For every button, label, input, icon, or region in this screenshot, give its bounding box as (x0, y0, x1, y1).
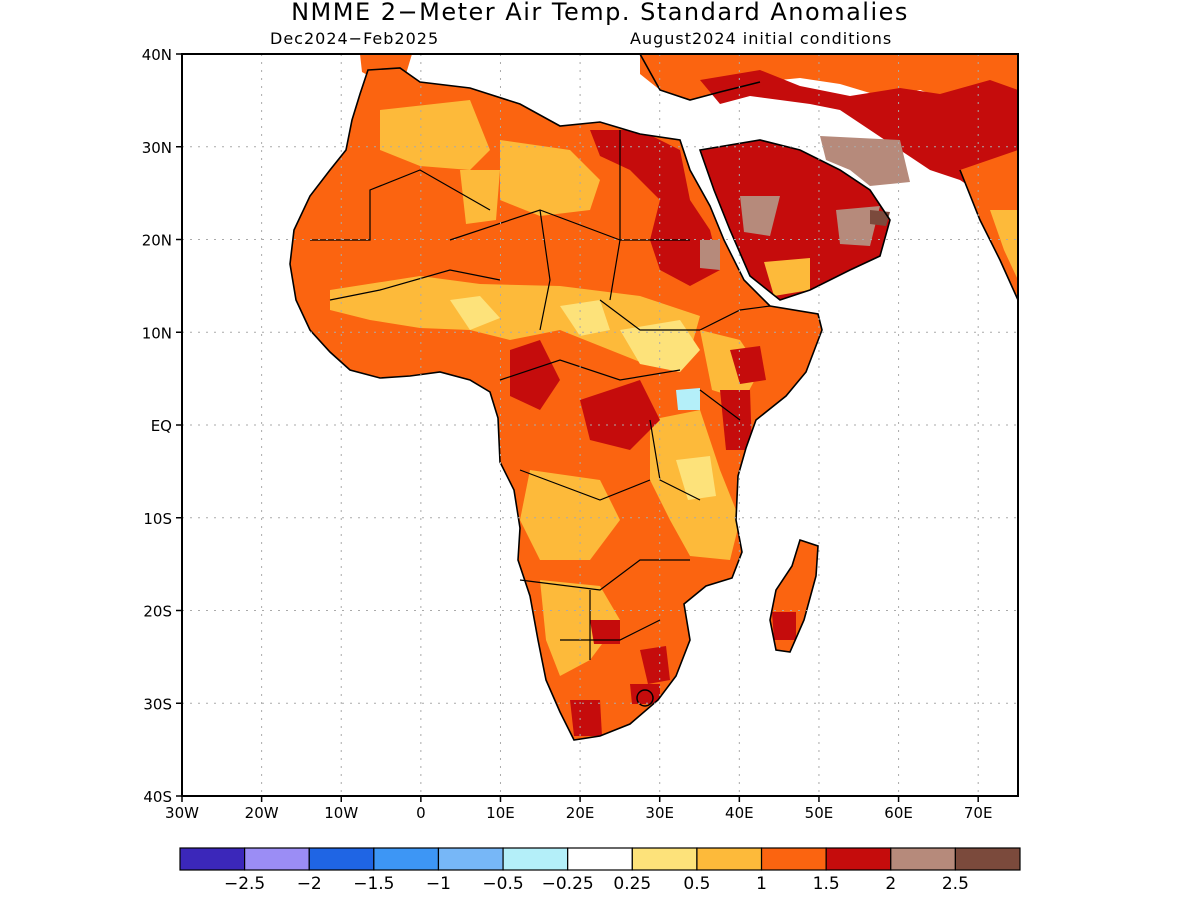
oman-brown-patch (836, 206, 880, 246)
colorbar-swatch (760, 847, 827, 871)
colorbar-label: 1.5 (813, 874, 840, 894)
x-tick-label: 70E (964, 804, 993, 822)
colorbar-label: 2 (885, 874, 896, 894)
y-tick-label: 10S (143, 510, 172, 528)
x-tick-label: 30E (645, 804, 674, 822)
colorbar-label: −2 (297, 874, 322, 894)
y-tick-label: 20N (142, 232, 172, 250)
red-sea-brown-patch (700, 240, 720, 270)
x-tick-label: 30W (165, 804, 199, 822)
lesotho-outline (636, 689, 654, 707)
colorbar: −2.5 −2 −1.5 −1 −0.5 −0.25 0.25 0.5 1 1.5 2 2.5 (179, 847, 1021, 894)
india-anomaly (960, 150, 1018, 300)
colorbar-label: −2.5 (224, 874, 265, 894)
colorbar-label: 2.5 (942, 874, 969, 894)
arabia-anomaly-red (700, 140, 890, 300)
gulf-brown-patch (820, 136, 910, 186)
x-tick-label: 20W (245, 804, 279, 822)
botswana-patch (590, 620, 620, 644)
gridlines (182, 54, 1018, 796)
colorbar-label: 0.5 (683, 874, 710, 894)
yemen-patch (764, 258, 810, 296)
x-tick-label: 10W (324, 804, 358, 822)
y-tick-label: 40S (143, 788, 172, 806)
namibia-patch (540, 580, 620, 676)
south-africa-patch-2 (630, 684, 660, 704)
india-light-patch (990, 210, 1018, 280)
country-borders (310, 130, 771, 660)
forecast-period: Dec2024−Feb2025 (270, 29, 440, 48)
sahara-patch-2 (500, 140, 600, 216)
middle-east-anomaly-red (700, 70, 1018, 200)
kenya-patch (720, 390, 752, 450)
tanzania-light-patch (676, 456, 716, 500)
y-tick-label: 20S (143, 603, 172, 621)
x-tick-label: 40E (725, 804, 754, 822)
y-tick-label: EQ (151, 417, 172, 435)
x-tick-label: 50E (805, 804, 834, 822)
colorbar-label: −0.5 (482, 874, 523, 894)
colorbar-label: 0.25 (613, 874, 651, 894)
colorbar-label: 1 (756, 874, 767, 894)
longitude-ticks: 30W 20W 10W 0 10E 20E 30E 40E 50E 60E 70E (165, 796, 992, 822)
colorbar-label: −1.5 (353, 874, 394, 894)
colorbar-label: −0.25 (542, 874, 594, 894)
egypt-sudan-anomaly-red (590, 130, 720, 286)
sahel-anomaly-belt (330, 276, 700, 366)
y-tick-label: 30N (142, 139, 172, 157)
colorbar-swatch (825, 847, 892, 871)
nigeria-light-patch (450, 296, 500, 330)
angola-patch (520, 470, 620, 560)
cameroon-patch (510, 340, 560, 410)
sahara-patch-3 (460, 170, 500, 224)
colorbar-swatch (373, 847, 440, 871)
latitude-ticks: 40N 30N 20N 10N EQ 10S 20S 30S 40S (142, 46, 182, 806)
colorbar-swatch (890, 847, 956, 871)
asia-anomaly-orange (640, 54, 1018, 120)
colorbar-swatch (244, 847, 310, 871)
x-tick-label: 10E (486, 804, 515, 822)
map-title: NMME 2−Meter Air Temp. Standard Anomalie… (291, 0, 909, 26)
colorbar-label: −1 (426, 874, 451, 894)
x-tick-label: 60E (884, 804, 913, 822)
colorbar-swatch (308, 847, 375, 871)
colorbar-swatch (502, 847, 569, 871)
colorbar-swatch (179, 847, 246, 871)
y-tick-label: 10N (142, 324, 172, 342)
madagascar-red-patch (772, 612, 796, 640)
congo-patch (580, 380, 660, 450)
colorbar-swatch (954, 847, 1021, 871)
colorbar-swatch (567, 847, 633, 871)
y-tick-label: 30S (143, 695, 172, 713)
oman-dark-patch (870, 210, 890, 226)
x-tick-label: 20E (566, 804, 595, 822)
colorbar-swatch (631, 847, 698, 871)
map-plot-area: 30W 20W 10W 0 10E 20E 30E 40E 50E 60E 70E 40N 30N 20… (142, 46, 1019, 822)
uganda-cool-patch (676, 388, 700, 410)
sudan-light-patch (620, 320, 700, 372)
colorbar-swatch (696, 847, 763, 871)
x-tick-label: 0 (416, 804, 426, 822)
sahara-patch-1 (380, 100, 490, 170)
south-africa-patch-1 (640, 646, 670, 684)
colorbar-swatch (437, 847, 504, 871)
y-tick-label: 40N (142, 46, 172, 64)
western-cape-patch (570, 700, 602, 736)
initial-conditions: August2024 initial conditions (630, 29, 893, 48)
arabia-brown-patch-1 (740, 196, 780, 236)
chad-light-patch (560, 300, 610, 336)
